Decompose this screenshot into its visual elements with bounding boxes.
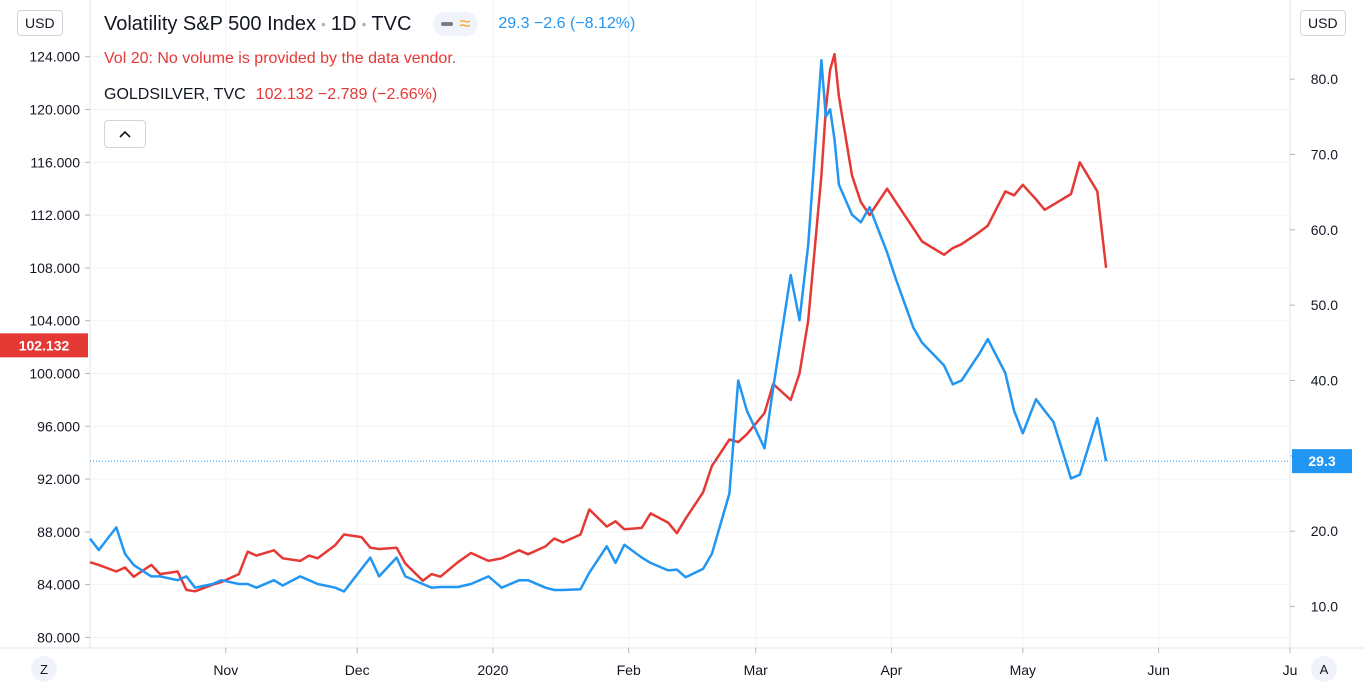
left-tick-label: 120.000 xyxy=(29,102,80,118)
vix-values: 29.3 −2.6 (−8.12%) xyxy=(498,15,636,32)
last-value-labels: 29.3 102.132 xyxy=(0,333,1352,474)
right-tick-label: 20.0 xyxy=(1311,523,1338,539)
interval-label[interactable]: 1D xyxy=(330,12,357,35)
right-tick-label: 70.0 xyxy=(1311,146,1338,162)
time-tick-label: Mar xyxy=(744,662,768,678)
chart-grid xyxy=(0,0,1364,649)
time-tick-label: Ju xyxy=(1283,662,1298,678)
left-tick-label: 104.000 xyxy=(29,313,80,329)
time-tick-label: Nov xyxy=(213,662,238,678)
chevron-up-icon xyxy=(119,130,131,138)
right-tick-label: 80.0 xyxy=(1311,71,1338,87)
vix-last-price-label: 29.3 xyxy=(1308,453,1335,469)
compare-legend-row[interactable]: GOLDSILVER, TVC 102.132 −2.789 (−2.66%) xyxy=(104,86,437,104)
auto-scale-button[interactable]: A xyxy=(1311,656,1337,682)
compare-values: 102.132 −2.789 (−2.66%) xyxy=(255,86,438,103)
legend-main-row: Volatility S&P 500 Index • 1D • TVC ≈ 29… xyxy=(104,12,635,36)
left-tick-label: 124.000 xyxy=(29,49,80,65)
legend-collapse-button[interactable] xyxy=(104,120,146,148)
vix-last-price-tag xyxy=(1292,449,1352,474)
time-tick-label: Apr xyxy=(881,662,903,678)
right-price-axis[interactable]: 10.020.030.040.050.060.070.080.0 xyxy=(1290,71,1338,615)
volume-notice: Vol 20: No volume is provided by the dat… xyxy=(104,50,457,67)
left-tick-label: 116.000 xyxy=(30,154,80,170)
left-tick-label: 112.000 xyxy=(30,207,80,223)
symbol-title[interactable]: Volatility S&P 500 Index xyxy=(104,12,316,35)
right-tick-label: 50.0 xyxy=(1311,297,1338,313)
left-tick-label: 96.000 xyxy=(37,418,80,434)
left-tick-label: 80.000 xyxy=(37,629,80,645)
time-tick-label: Dec xyxy=(345,662,370,678)
left-price-axis[interactable]: 80.000 84.000 88.000 92.000 96.000 100.000 104… xyxy=(29,49,90,646)
vix-series-line[interactable] xyxy=(89,59,1108,593)
time-axis[interactable]: Nov Dec 2020 Feb Mar Apr May Jun Ju xyxy=(213,648,1297,678)
time-tick-label: 2020 xyxy=(477,662,508,678)
goldsilver-last-price-label: 102.132 xyxy=(19,337,70,353)
left-currency-button[interactable]: USD xyxy=(17,10,63,36)
market-status-icon xyxy=(441,22,454,26)
left-tick-label: 92.000 xyxy=(37,471,80,487)
left-tick-label: 88.000 xyxy=(37,524,80,540)
right-currency-button[interactable]: USD xyxy=(1300,10,1346,36)
left-tick-label: 108.000 xyxy=(29,260,80,276)
separator-dot: • xyxy=(321,16,326,32)
time-tick-label: Jun xyxy=(1147,662,1170,678)
time-tick-label: May xyxy=(1010,662,1036,678)
series-layer xyxy=(89,52,1108,593)
compare-symbol[interactable]: GOLDSILVER, TVC xyxy=(104,86,246,103)
exchange-label: TVC xyxy=(371,12,412,35)
separator-dot: • xyxy=(361,16,367,32)
left-tick-label: 100.000 xyxy=(29,365,80,381)
legend-status-pill[interactable]: ≈ xyxy=(433,12,479,36)
right-tick-label: 10.0 xyxy=(1311,599,1338,615)
left-tick-label: 84.000 xyxy=(37,577,80,593)
goldsilver-last-price-tag xyxy=(0,333,88,358)
right-tick-label: 60.0 xyxy=(1311,222,1338,238)
goldsilver-series-line[interactable] xyxy=(89,52,1108,593)
right-tick-label: 40.0 xyxy=(1311,373,1338,389)
zoom-corner-button[interactable]: Z xyxy=(31,656,57,682)
delayed-data-icon: ≈ xyxy=(459,13,471,35)
time-tick-label: Feb xyxy=(617,662,641,678)
